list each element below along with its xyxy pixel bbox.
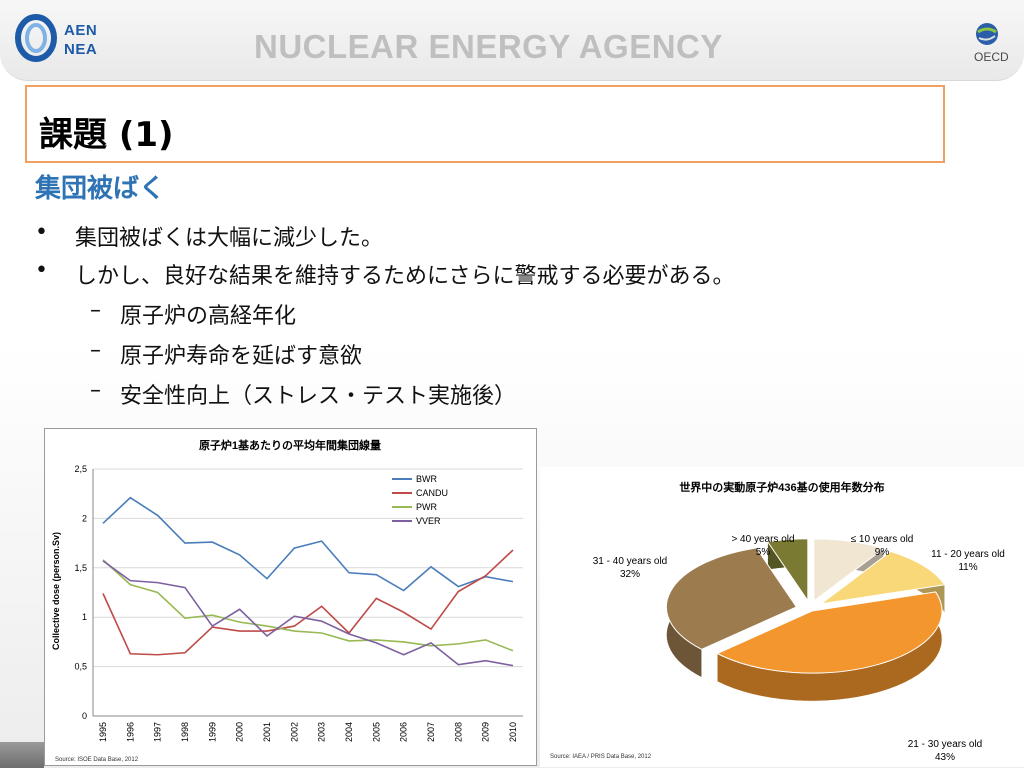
series-line-bwr (102, 496, 514, 592)
x-tick-label: 2007 (426, 722, 436, 742)
series-line-vver (102, 560, 514, 667)
slide-title-box: 課題 (1) (25, 85, 945, 163)
pie-pct: 43% (935, 752, 955, 763)
x-tick-label: 2001 (262, 722, 272, 742)
bullet-mark: • (35, 258, 48, 283)
x-tick-label: 2000 (235, 722, 245, 742)
agency-title: NUCLEAR ENERGY AGENCY (254, 28, 723, 65)
sub-bullet-text: 原子炉の高経年化 (120, 304, 297, 329)
x-tick-label: 2010 (508, 722, 518, 742)
x-tick-label: 2003 (317, 722, 327, 742)
sub-bullet-mark: – (90, 298, 101, 323)
legend-label: BWR (416, 474, 437, 484)
pie-label: 31 - 40 years old (593, 556, 668, 567)
logo-text-aen: AEN (64, 22, 98, 39)
x-tick-label: 2005 (371, 722, 381, 742)
bullet-mark: • (35, 220, 48, 245)
x-tick-label: 1997 (153, 722, 163, 742)
y-tick-label: 0,5 (74, 662, 87, 672)
y-tick-label: 2 (82, 513, 87, 523)
y-axis-label: Collective dose (person.Sv) (51, 532, 61, 650)
x-tick-label: 1995 (98, 722, 108, 742)
pie-chart: 世界中の実動原子炉436基の使用年数分布 ≤ 10 years old 9% 11 … (550, 480, 1005, 763)
nea-swirl-icon (15, 14, 57, 62)
x-tick-label: 2006 (399, 722, 409, 742)
x-tick-label: 1998 (180, 722, 190, 742)
pie-slice (820, 550, 946, 605)
line-chart-title: 原子炉1基あたりの平均年間集団線量 (199, 438, 381, 452)
pie-pct: 5% (756, 547, 771, 558)
pie-pct: 9% (875, 547, 890, 558)
oecd-logo: OECD (968, 20, 1016, 68)
pie-chart-title: 世界中の実動原子炉436基の使用年数分布 (679, 480, 884, 494)
pie-slice (766, 538, 809, 603)
pie-slice (666, 547, 798, 650)
sub-bullet-mark: – (90, 338, 101, 363)
legend-label: VVER (416, 516, 441, 526)
y-tick-label: 1,5 (74, 563, 87, 573)
pie-label: ≤ 10 years old (851, 534, 914, 545)
x-tick-label: 2004 (344, 722, 354, 742)
line-chart-source: Source: ISOE Data Base, 2012 (55, 757, 139, 763)
pie-chart-panel: 世界中の実動原子炉436基の使用年数分布 ≤ 10 years old 9% 11 … (540, 467, 1024, 767)
pie-label: 21 - 30 years old (908, 739, 983, 750)
bottom-shade (0, 742, 44, 768)
y-tick-label: 2,5 (74, 464, 87, 474)
pie-slice (813, 538, 885, 602)
y-tick-label: 0 (82, 711, 87, 721)
x-tick-label: 1996 (125, 722, 135, 742)
line-chart: 原子炉1基あたりの平均年間集団線量 Collective dose (perso… (51, 438, 523, 763)
x-tick-label: 1999 (207, 722, 217, 742)
header-band (0, 0, 1024, 81)
sub-bullet-mark: – (90, 378, 101, 403)
pie-pct: 32% (620, 569, 640, 580)
pie-label: 11 - 20 years old (931, 549, 1005, 560)
section-heading: 集団被ばく (35, 174, 166, 204)
legend-label: PWR (416, 502, 437, 512)
nea-logo: AEN NEA (14, 12, 114, 68)
oecd-text: OECD (974, 50, 1009, 64)
sub-bullet-text: 安全性向上（ストレス・テスト実施後） (120, 384, 517, 409)
y-tick-label: 1 (82, 612, 87, 622)
x-tick-label: 2008 (453, 722, 463, 742)
x-tick-label: 2002 (289, 722, 299, 742)
series-line-pwr (102, 559, 514, 652)
pie-slice (716, 591, 943, 674)
legend-label: CANDU (416, 488, 448, 498)
pie-chart-source: Source: IAEA / PRIS Data Base, 2012 (550, 754, 652, 760)
pie-pct: 11% (958, 562, 977, 573)
logo-text-nea: NEA (64, 41, 98, 58)
line-chart-panel: 原子炉1基あたりの平均年間集団線量 Collective dose (perso… (44, 428, 537, 766)
bullet-text: しかし、良好な結果を維持するためにさらに警戒する必要がある。 (75, 264, 735, 289)
sub-bullet-text: 原子炉寿命を延ばす意欲 (120, 344, 363, 369)
series-line-candu (102, 549, 514, 656)
x-tick-label: 2009 (481, 722, 491, 742)
bullet-text: 集団被ばくは大幅に減少した。 (75, 226, 384, 251)
slide-title: 課題 (1) (39, 115, 174, 155)
oecd-globe-icon (976, 23, 998, 45)
pie-label: > 40 years old (731, 534, 794, 545)
